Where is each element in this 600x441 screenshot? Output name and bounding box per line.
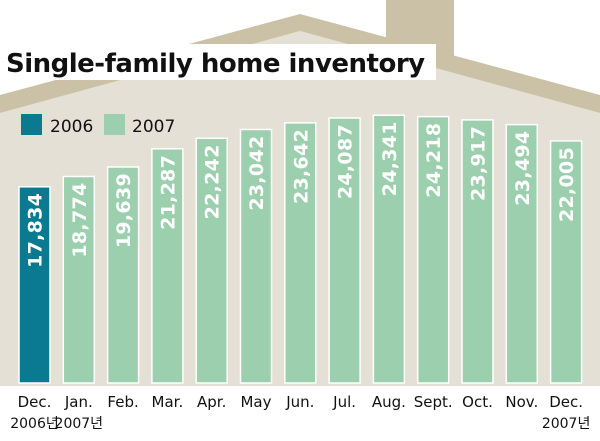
category-label-2: Feb.	[107, 393, 138, 411]
category-label-3: Mar.	[152, 393, 184, 411]
value-label-8: 24,341	[379, 121, 401, 196]
category-label-6: Jun.	[285, 393, 314, 411]
bar-3	[151, 148, 184, 384]
bar-0	[18, 186, 51, 384]
value-label-0: 17,834	[25, 193, 47, 268]
value-label-1: 18,774	[69, 183, 91, 258]
legend: 2006 2007	[21, 114, 175, 137]
bar-6	[284, 122, 317, 384]
chart-title: Single-family home inventory	[6, 49, 425, 79]
value-label-5: 23,042	[246, 136, 268, 211]
year-label-1: 2007년	[55, 416, 104, 432]
value-label-2: 19,639	[113, 173, 135, 248]
value-label-10: 23,917	[468, 126, 490, 201]
bar-12	[549, 140, 583, 384]
category-label-12: Dec.	[549, 393, 583, 411]
value-label-3: 21,287	[157, 155, 179, 230]
legend-swatch-2006	[21, 114, 42, 135]
value-label-9: 24,218	[423, 123, 445, 198]
value-label-4: 22,242	[202, 144, 224, 219]
legend-swatch-2007	[104, 114, 125, 135]
bar-11	[505, 123, 539, 384]
bar-4	[195, 137, 228, 384]
bar-9	[416, 115, 450, 384]
category-label-11: Nov.	[505, 393, 538, 411]
value-label-12: 22,005	[556, 147, 578, 222]
category-label-10: Oct.	[462, 393, 493, 411]
category-label-7: Jul.	[332, 393, 356, 411]
value-label-11: 23,494	[512, 131, 534, 206]
category-label-4: Apr.	[197, 393, 226, 411]
category-label-5: May	[240, 393, 271, 411]
bar-10	[461, 119, 494, 384]
category-label-0: Dec.	[18, 393, 52, 411]
category-label-8: Aug.	[372, 393, 406, 411]
value-label-6: 23,642	[290, 129, 312, 204]
category-label-1: Jan.	[64, 393, 93, 411]
value-label-7: 24,087	[335, 124, 357, 199]
bar-8	[372, 114, 406, 384]
legend-label-2007: 2007	[132, 117, 175, 137]
category-label-9: Sept.	[414, 393, 453, 411]
year-label-12: 2007년	[542, 416, 591, 432]
bar-1	[62, 175, 96, 384]
title-backdrop	[4, 44, 436, 80]
value-labels-group: 17,834 18,774 19,639 21,287 22,242 23,042 23,6…	[25, 121, 579, 268]
bar-2	[106, 166, 140, 384]
bar-5	[239, 128, 273, 384]
bar-7	[328, 117, 361, 384]
legend-label-2006: 2006	[50, 117, 93, 137]
year-label-0: 2006년	[10, 416, 59, 432]
bars-group	[18, 114, 583, 384]
